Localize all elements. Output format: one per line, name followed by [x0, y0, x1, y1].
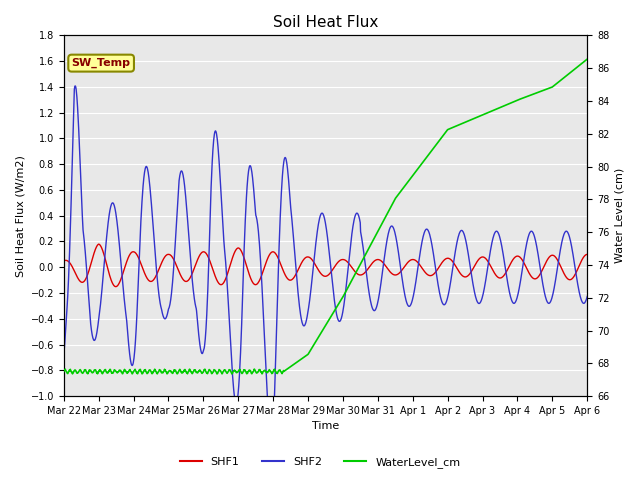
WaterLevel_cm: [228, 371, 236, 377]
SHF2: [522, 245, 529, 251]
WaterLevel_cm: [476, 113, 483, 119]
Text: SW_Temp: SW_Temp: [72, 58, 131, 68]
SHF2: [584, 294, 591, 300]
SHF2: [71, 83, 79, 89]
WaterLevel_cm: [522, 94, 529, 100]
Line: SHF2: SHF2: [64, 86, 588, 448]
WaterLevel_cm: [60, 369, 68, 374]
WaterLevel_cm: [177, 368, 184, 373]
Legend: SHF1, SHF2, WaterLevel_cm: SHF1, SHF2, WaterLevel_cm: [175, 452, 465, 472]
SHF2: [164, 310, 172, 315]
SHF2: [476, 300, 483, 306]
Line: WaterLevel_cm: WaterLevel_cm: [64, 59, 588, 374]
SHF1: [407, 257, 415, 263]
SHF1: [112, 284, 120, 289]
SHF1: [60, 258, 68, 264]
X-axis label: Time: Time: [312, 421, 339, 432]
SHF2: [268, 445, 275, 451]
SHF1: [164, 252, 172, 257]
SHF2: [60, 353, 68, 359]
WaterLevel_cm: [164, 370, 172, 376]
Y-axis label: Soil Heat Flux (W/m2): Soil Heat Flux (W/m2): [15, 155, 25, 276]
SHF2: [177, 169, 184, 175]
WaterLevel_cm: [236, 368, 243, 373]
SHF2: [407, 301, 415, 307]
WaterLevel_cm: [407, 175, 415, 181]
SHF1: [177, 273, 185, 279]
SHF1: [236, 246, 243, 252]
WaterLevel_cm: [584, 56, 591, 62]
SHF1: [95, 241, 102, 247]
Title: Soil Heat Flux: Soil Heat Flux: [273, 15, 378, 30]
SHF1: [584, 252, 591, 257]
SHF1: [476, 256, 483, 262]
Y-axis label: Water Level (cm): Water Level (cm): [615, 168, 625, 264]
Line: SHF1: SHF1: [64, 244, 588, 287]
SHF2: [236, 378, 243, 384]
SHF1: [522, 264, 529, 269]
